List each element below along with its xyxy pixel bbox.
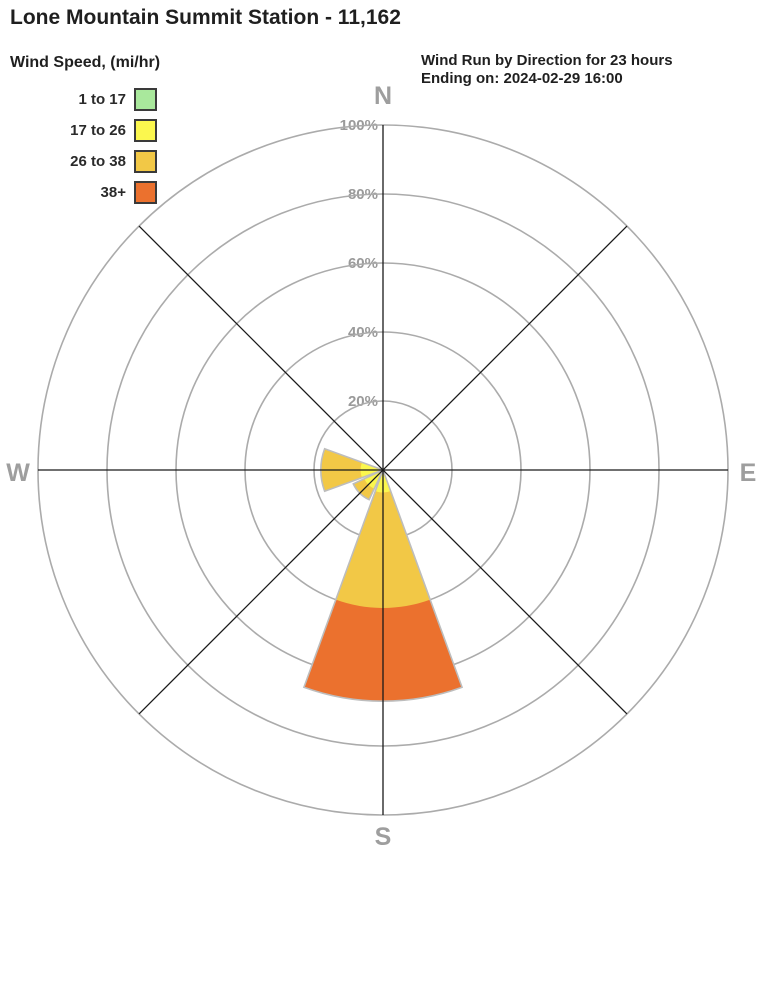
legend-title: Wind Speed, (mi/hr) (10, 54, 161, 71)
legend-item: 26 to 38 (0, 149, 157, 173)
legend-item-label: 26 to 38 (70, 152, 126, 170)
legend-swatch-gold (134, 149, 157, 173)
legend-item: 1 to 17 (0, 87, 157, 111)
legend-swatch-orange (134, 180, 157, 204)
legend-item: 38+ (0, 180, 157, 204)
compass-label-S: S (375, 823, 392, 851)
radial-tick-label: 40% (348, 324, 378, 341)
chart-info-line2: Ending on: 2024-02-29 16:00 (421, 70, 623, 87)
legend-swatch-yellow (134, 118, 157, 142)
compass-label-N: N (374, 82, 392, 110)
page-title: Lone Mountain Summit Station - 11,162 (10, 6, 401, 29)
legend-item-label: 1 to 17 (78, 90, 126, 108)
radial-tick-label: 20% (348, 393, 378, 410)
axis-spoke-135 (138, 225, 628, 715)
legend-item: 17 to 26 (0, 118, 157, 142)
chart-info-line1: Wind Run by Direction for 23 hours (421, 52, 673, 69)
legend-swatch-green (134, 87, 157, 111)
compass-label-W: W (6, 459, 30, 487)
legend-item-label: 38+ (100, 183, 126, 201)
legend-item-label: 17 to 26 (70, 121, 126, 139)
chart-info: Wind Run by Direction for 23 hours Endin… (421, 52, 673, 88)
compass-label-E: E (740, 459, 757, 487)
